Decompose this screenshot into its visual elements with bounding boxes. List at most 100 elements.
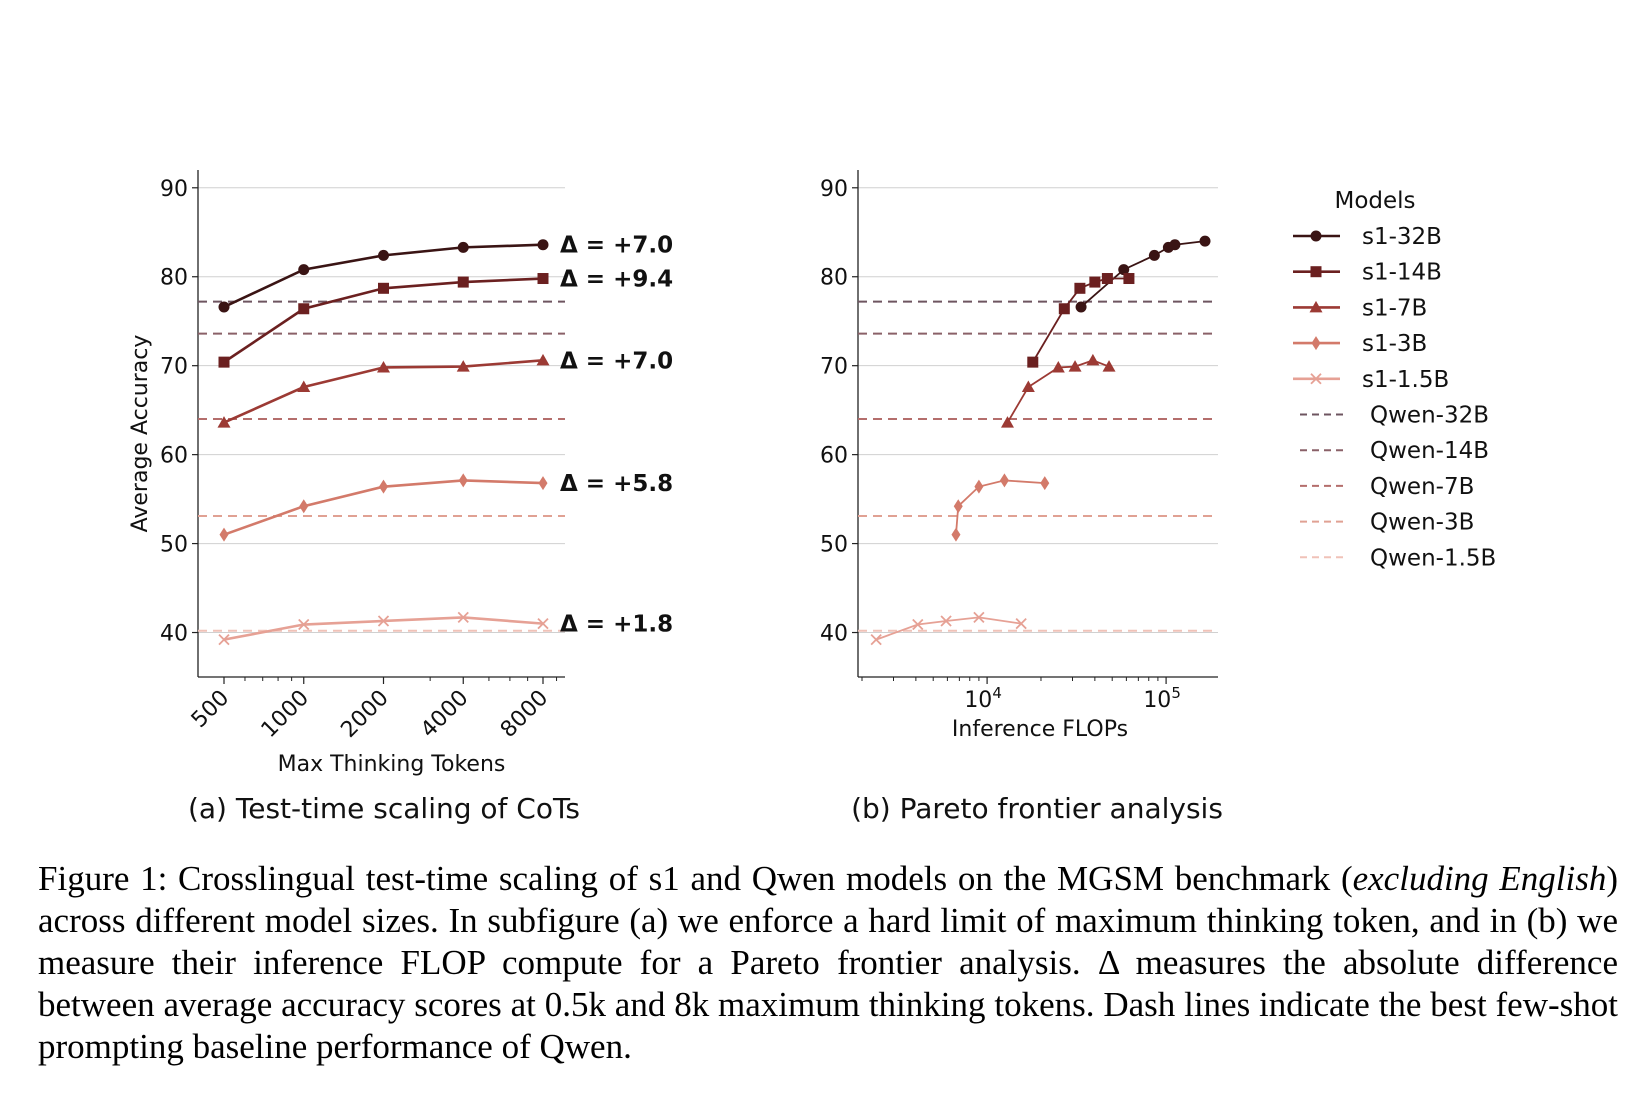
y-tick-label: 90 <box>160 177 188 202</box>
series-line-s1-32b <box>1080 240 1206 308</box>
data-point <box>1089 276 1101 288</box>
data-point <box>1075 301 1087 313</box>
data-point <box>951 527 961 542</box>
legend-marker <box>1311 336 1321 351</box>
y-tick-label: 80 <box>160 266 188 291</box>
data-point <box>298 618 310 631</box>
data-point <box>457 611 469 624</box>
data-point <box>377 360 390 373</box>
legend-label: Qwen-1.5B <box>1370 545 1496 571</box>
data-point <box>297 380 311 393</box>
legend-title: Models <box>1334 188 1415 214</box>
delta-label: Δ = +9.4 <box>560 267 673 293</box>
subplot-b-title: (b) Pareto frontier analysis <box>851 792 1223 825</box>
subplot-a-title: (a) Test-time scaling of CoTs <box>188 792 580 825</box>
y-tick-label: 60 <box>160 444 188 469</box>
figure-caption: Figure 1: Crosslingual test-time scaling… <box>38 858 1618 1068</box>
data-point <box>1148 249 1160 261</box>
series-line-s1-1.5b <box>875 616 1022 641</box>
data-point <box>973 611 985 624</box>
data-point <box>1058 303 1070 315</box>
data-point <box>1051 360 1065 373</box>
data-point <box>298 264 310 276</box>
data-point <box>953 499 963 514</box>
y-axis-label: Average Accuracy <box>128 335 153 533</box>
y-tick-label: 70 <box>160 355 188 380</box>
legend-label: s1-14B <box>1362 260 1442 286</box>
legend-item-qwen-32b: Qwen-32B <box>1300 403 1489 429</box>
legend-label: Qwen-7B <box>1370 474 1474 500</box>
legend-item-qwen-7b: Qwen-7B <box>1300 474 1474 500</box>
legend-item-s1-3b: s1-3B <box>1293 331 1427 357</box>
data-point <box>1015 617 1027 630</box>
legend-marker <box>1310 373 1322 385</box>
caption-text-2: ) across different model sizes. In subfi… <box>38 859 1618 1066</box>
data-point <box>218 301 230 313</box>
data-point <box>999 473 1009 488</box>
data-point <box>1068 360 1082 372</box>
legend-item-s1-7b: s1-7B <box>1293 295 1427 321</box>
data-point <box>378 249 389 261</box>
data-point <box>870 634 882 646</box>
data-point <box>537 239 549 251</box>
legend-label: s1-3B <box>1362 331 1427 357</box>
x-tick-label: 500 <box>187 686 234 733</box>
legend-item-s1-14b: s1-14B <box>1293 260 1442 286</box>
data-point <box>536 353 550 366</box>
data-point <box>1102 360 1116 372</box>
y-tick-label: 60 <box>820 444 848 469</box>
data-point <box>377 615 390 627</box>
data-point <box>299 499 309 514</box>
data-point <box>1040 476 1050 491</box>
data-point <box>1118 264 1130 276</box>
subplot-a: 40 50 60 70 80 90 500 1000 2000 4000 8000 Δ = +7.0 Δ… <box>128 170 673 825</box>
data-point <box>379 479 388 494</box>
y-tick-label: 50 <box>820 533 848 558</box>
legend-item-s1-32b: s1-32B <box>1293 224 1442 250</box>
data-point <box>1086 353 1100 366</box>
data-point <box>457 241 469 253</box>
data-point <box>537 617 549 630</box>
data-point <box>219 527 229 542</box>
data-point <box>1199 235 1211 247</box>
data-point <box>1074 282 1086 294</box>
data-point <box>1101 273 1113 285</box>
x-tick-label: 8000 <box>496 686 553 743</box>
data-point <box>1123 273 1135 285</box>
y-tick-label: 40 <box>160 622 188 647</box>
x-tick-label: 1000 <box>257 686 314 743</box>
data-point <box>456 360 470 372</box>
y-tick-label: 50 <box>160 533 188 558</box>
legend: Models s1-32B s1-14B s1-7B s1-3B s1-1.5B Qwen-… <box>1293 188 1496 571</box>
x-axis-label: Max Thinking Tokens <box>278 752 506 777</box>
legend-item-s1-1.5b: s1-1.5B <box>1293 367 1449 393</box>
data-point <box>218 356 230 368</box>
x-tick-label: 4000 <box>416 686 473 743</box>
y-tick-label: 70 <box>820 355 848 380</box>
legend-label: Qwen-3B <box>1370 510 1474 536</box>
legend-label: Qwen-14B <box>1370 438 1489 464</box>
caption-label: Figure 1: <box>38 859 168 898</box>
legend-marker <box>1310 266 1322 278</box>
x-tick-label: 105 <box>1143 684 1181 713</box>
data-point <box>1169 239 1181 251</box>
legend-marker <box>1309 300 1323 313</box>
legend-label: Qwen-32B <box>1370 403 1489 429</box>
delta-label: Δ = +5.8 <box>560 471 673 497</box>
x-tick-label: 104 <box>964 684 1002 713</box>
x-tick-label: 2000 <box>336 686 393 743</box>
caption-text-1: Crosslingual test-time scaling of s1 and… <box>178 859 1353 898</box>
legend-label: s1-1.5B <box>1362 367 1449 393</box>
data-point <box>458 473 468 488</box>
caption-italic: excluding English <box>1352 859 1607 898</box>
data-point <box>974 479 984 494</box>
data-point <box>940 615 952 627</box>
legend-item-qwen-14b: Qwen-14B <box>1300 438 1489 464</box>
legend-marker <box>1310 230 1322 242</box>
delta-label: Δ = +7.0 <box>560 348 673 374</box>
legend-label: s1-7B <box>1362 295 1427 321</box>
data-point <box>457 276 469 288</box>
data-point <box>1000 416 1014 428</box>
data-point <box>912 618 924 631</box>
data-point <box>1021 380 1035 393</box>
